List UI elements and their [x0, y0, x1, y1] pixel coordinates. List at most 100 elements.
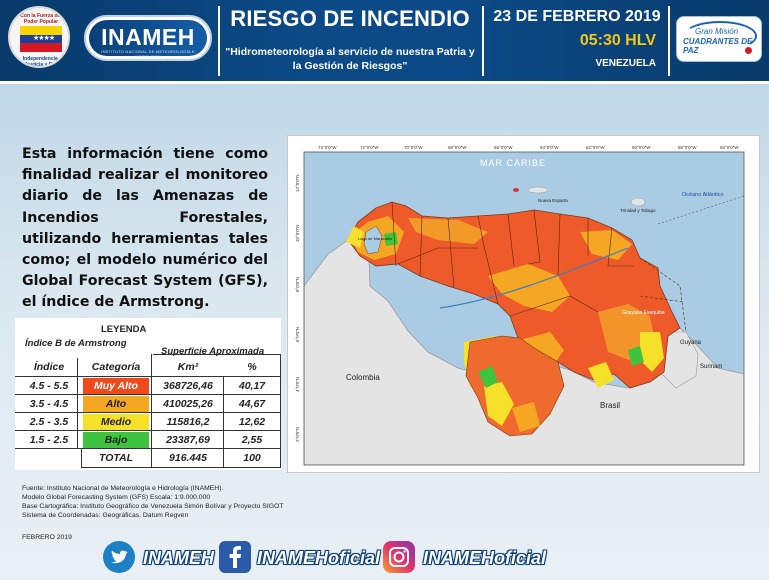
row-category: Alto — [105, 398, 127, 410]
country-label-guyana: Guyana — [680, 340, 702, 346]
description-text: Esta información tiene como finalidad re… — [22, 146, 268, 311]
state-borders — [391, 201, 634, 317]
legend-table: LEYENDA Índice B de Armstrong Superficie… — [15, 318, 281, 470]
header-divider — [218, 6, 220, 76]
lake-label: Lago de Maracaibo — [358, 236, 393, 241]
lon-label: 60°0'0"W — [632, 145, 651, 150]
header-divider — [482, 6, 484, 76]
header-index: Índice — [33, 361, 65, 373]
risk-zone-alto — [580, 230, 632, 260]
row-km: 368726,46 — [163, 380, 213, 392]
header-banner: Con la Fuerza del Poder Popular ★★★★ Ind… — [0, 0, 769, 84]
risk-zone-bajo — [628, 346, 644, 366]
total-pct: 100 — [243, 452, 261, 464]
row-pct: 44,67 — [238, 398, 266, 410]
sea-label: MAR CARIBE — [480, 158, 546, 168]
row-category: Muy Alto — [94, 380, 138, 392]
row-pct: 12,62 — [238, 416, 266, 428]
report-date: 23 DE FEBRERO 2019 — [493, 8, 661, 25]
instagram-icon — [383, 541, 415, 573]
twitter-link[interactable]: INAMEH — [103, 541, 253, 575]
cuadrantes-de-paz-logo: Gran Misión CUADRANTES DE PAZ — [676, 16, 762, 62]
total-km: 916.445 — [169, 452, 207, 464]
page-subtitle: "Hidrometeorología al servicio de nuestr… — [225, 46, 475, 72]
facebook-handle: INAMEHoficial — [257, 548, 381, 568]
row-km: 23387,69 — [166, 434, 210, 446]
orinoco-river — [439, 247, 629, 309]
row-pct: 40,17 — [238, 380, 266, 392]
venezuela-flag-icon: ★★★★ — [20, 26, 62, 52]
row-km: 410025,26 — [163, 398, 213, 410]
risk-zone-medio — [588, 362, 614, 388]
category-swatch — [83, 414, 149, 430]
lon-label: 74°0'0"W — [318, 145, 337, 150]
risk-zone-medio — [484, 382, 514, 426]
country-label-surinam: Surinam — [700, 364, 722, 370]
lon-label: 56°0'0"W — [720, 145, 739, 150]
mision-label: Gran Misión — [695, 27, 739, 36]
table-row: 2.5 - 3.5 Medio 115816,2 12,62 — [15, 413, 281, 431]
lon-label: 64°0'0"W — [540, 145, 559, 150]
table-row: 4.5 - 5.5 Muy Alto 368726,46 40,17 — [15, 377, 281, 395]
row-km: 115816,2 — [166, 416, 210, 428]
lat-label: 10°0'0"N — [295, 224, 300, 242]
total-label: TOTAL — [98, 452, 134, 464]
lon-label: 70°0'0"W — [404, 145, 423, 150]
category-swatch — [83, 378, 149, 394]
twitter-handle: INAMEH — [143, 548, 214, 568]
maritime-line — [657, 195, 744, 225]
lat-label: 2°0'0"N — [295, 427, 300, 442]
source-line: Base Cartográfica: Instituto Geográfico … — [22, 503, 284, 511]
lat-label: 8°0'0"N — [295, 277, 300, 292]
header-category: Categoría — [91, 361, 141, 373]
row-pct: 2,55 — [241, 434, 263, 446]
lon-label: 72°0'0"W — [360, 145, 379, 150]
lake-maracaibo — [363, 225, 383, 255]
twitter-icon — [103, 541, 135, 573]
footer-date: FEBRERO 2019 — [22, 534, 72, 541]
table-row: 1.5 - 2.5 Bajo 23387,69 2,55 — [15, 431, 281, 449]
row-index: 3.5 - 4.5 — [29, 398, 69, 410]
map-pin-icon — [745, 47, 752, 54]
row-category: Medio — [100, 416, 132, 428]
lon-label: 66°0'0"W — [494, 145, 513, 150]
table-row: 3.5 - 4.5 Alto 410025,26 44,67 — [15, 395, 281, 413]
logo-text: INAMEH — [101, 24, 195, 50]
lat-label: 6°0'0"N — [295, 327, 300, 342]
source-line: Fuente: Instituto Nacional de Meteorolog… — [22, 485, 224, 492]
lon-label: 68°0'0"W — [448, 145, 467, 150]
seal-bottom-text: Independencia, Justicia y Paz — [22, 56, 60, 68]
guayana-esequiba-border — [639, 257, 687, 333]
venezuela-seal-logo: Con la Fuerza del Poder Popular ★★★★ Ind… — [8, 6, 70, 68]
lon-label: 58°0'0"W — [678, 145, 697, 150]
nueva-esparta-label: Nueva Esparta — [538, 198, 568, 203]
category-swatch — [83, 396, 149, 412]
ocean-label: Océano Atlántico — [682, 192, 724, 198]
trinidad-island — [630, 197, 646, 207]
header-km: Km² — [177, 361, 199, 373]
logo-subtext: INSTITUTO NACIONAL DE METEOROLOGÍA E HID… — [101, 49, 195, 59]
risk-zone-alto — [488, 264, 570, 312]
source-line: Sistema de Coordenadas: Geográficas. Dat… — [22, 512, 189, 520]
island — [527, 186, 549, 194]
country-label-brasil: Brasil — [600, 401, 620, 410]
legend-index-label: Índice B de Armstrong — [25, 338, 127, 349]
trinidad-label: Trinidad y Tobago — [620, 208, 656, 213]
page-title: RIESGO DE INCENDIO — [230, 6, 470, 31]
legend-title: LEYENDA — [101, 324, 147, 335]
instagram-link[interactable]: INAMEHoficial — [383, 541, 553, 575]
legend-surface-label: Superficie Aproximada — [161, 346, 265, 357]
row-category: Bajo — [104, 434, 128, 446]
header-divider — [668, 6, 670, 76]
facebook-icon — [219, 541, 251, 573]
header-pct: % — [247, 361, 257, 373]
total-row: TOTAL 916.445 100 — [15, 449, 281, 467]
row-index: 4.5 - 5.5 — [29, 380, 69, 392]
instagram-handle: INAMEHoficial — [423, 548, 547, 568]
row-index: 1.5 - 2.5 — [29, 434, 69, 446]
report-time: 05:30 HLV — [579, 32, 656, 49]
facebook-link[interactable]: INAMEHoficial — [219, 541, 389, 575]
category-swatch — [83, 432, 149, 448]
map-svg: 74°0'0"W 72°0'0"W 70°0'0"W 68°0'0"W 66°0… — [295, 145, 745, 466]
risk-zone-alto — [408, 218, 488, 244]
